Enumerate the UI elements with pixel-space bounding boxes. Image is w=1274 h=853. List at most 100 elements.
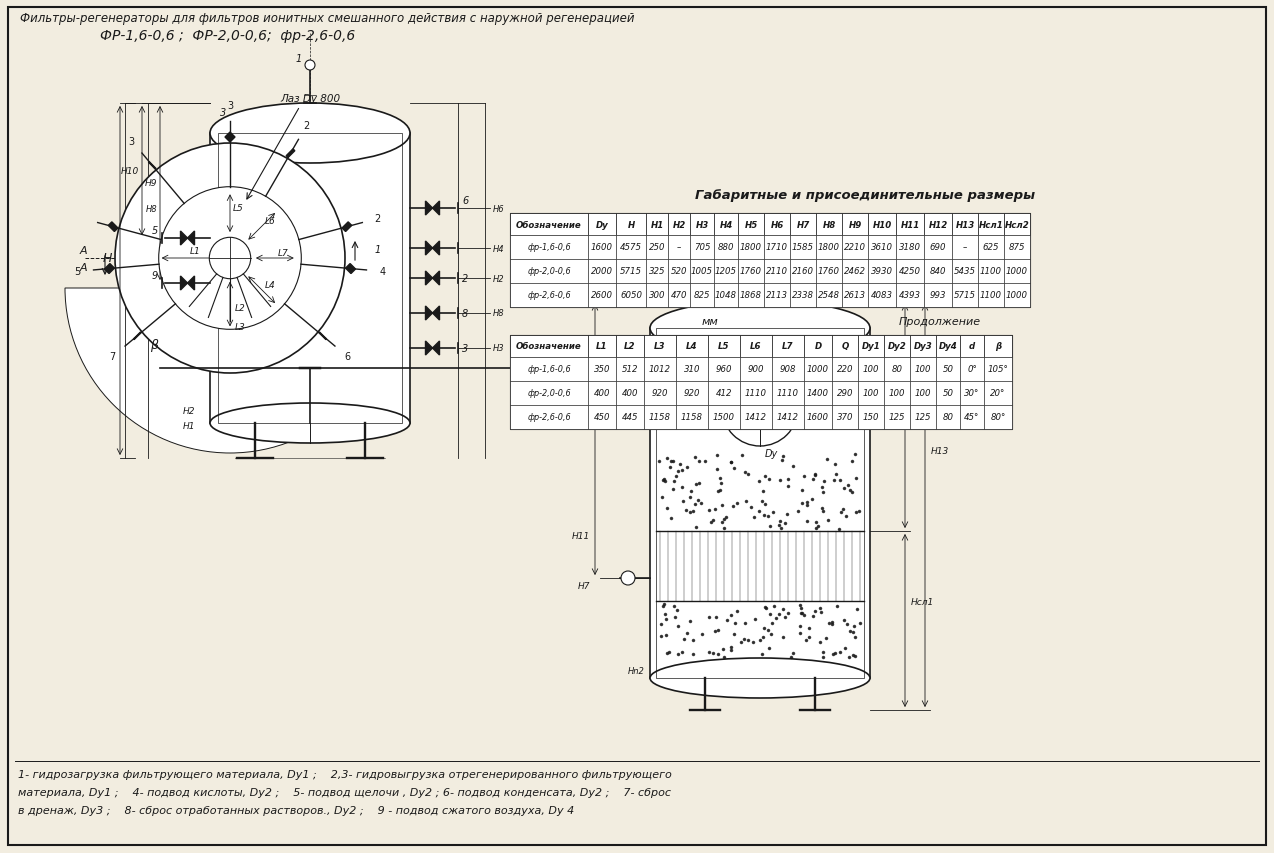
Text: L3: L3 [655, 342, 666, 351]
Bar [764, 214, 790, 235]
Bar [832, 357, 857, 381]
Bar [668, 259, 691, 284]
Text: H12: H12 [572, 403, 590, 412]
Text: 825: 825 [694, 291, 710, 300]
Bar [676, 357, 708, 381]
Bar [978, 259, 1004, 284]
Text: 5: 5 [152, 226, 158, 235]
Bar [510, 214, 589, 235]
Bar [764, 284, 790, 308]
Bar [676, 381, 708, 405]
Bar [708, 335, 740, 357]
Text: 30°: 30° [964, 389, 980, 398]
Bar [790, 259, 817, 284]
Text: 705: 705 [694, 243, 710, 252]
Text: 1158: 1158 [648, 413, 671, 422]
Bar [978, 284, 1004, 308]
Bar [676, 405, 708, 430]
Text: 100: 100 [915, 365, 931, 374]
Text: 100: 100 [862, 389, 879, 398]
Text: 875: 875 [1009, 243, 1026, 252]
Text: 80: 80 [892, 365, 902, 374]
Bar [643, 405, 676, 430]
Bar [910, 357, 936, 381]
Bar [589, 259, 617, 284]
Text: D: D [814, 342, 822, 351]
Text: 1412: 1412 [777, 413, 799, 422]
Text: 4575: 4575 [620, 243, 642, 252]
Text: 5: 5 [74, 267, 80, 277]
Bar [790, 284, 817, 308]
Text: 1100: 1100 [980, 291, 1001, 300]
Text: H: H [103, 252, 112, 265]
Bar [510, 214, 1029, 308]
Text: 1868: 1868 [740, 291, 762, 300]
Bar [804, 335, 832, 357]
Bar [936, 405, 961, 430]
Text: 1000: 1000 [1006, 267, 1028, 276]
Bar [738, 214, 764, 235]
Text: 1100: 1100 [980, 267, 1001, 276]
Text: 2: 2 [462, 274, 469, 284]
Bar [924, 259, 952, 284]
Bar [772, 335, 804, 357]
Text: Продолжение: Продолжение [899, 316, 981, 327]
Text: 2110: 2110 [766, 267, 789, 276]
Text: 960: 960 [716, 365, 733, 374]
Text: 1412: 1412 [745, 413, 767, 422]
Text: Hсл1: Hсл1 [911, 598, 934, 606]
Text: 2: 2 [375, 214, 381, 224]
Text: L4: L4 [265, 281, 275, 289]
Bar [952, 235, 978, 259]
Text: H12: H12 [929, 220, 948, 229]
Bar [804, 381, 832, 405]
Bar [790, 235, 817, 259]
Text: 2160: 2160 [792, 267, 814, 276]
Text: 5435: 5435 [954, 267, 976, 276]
Bar [668, 214, 691, 235]
Text: Hсл2: Hсл2 [911, 409, 934, 419]
Text: 1585: 1585 [792, 243, 814, 252]
Text: H10: H10 [873, 220, 892, 229]
Wedge shape [65, 288, 395, 454]
Text: 5715: 5715 [620, 267, 642, 276]
Text: фр-1,6-0,6: фр-1,6-0,6 [527, 243, 571, 252]
Text: 6050: 6050 [620, 291, 642, 300]
Bar [978, 214, 1004, 235]
Text: 0°: 0° [967, 365, 977, 374]
Text: L5: L5 [233, 204, 243, 213]
Bar [952, 214, 978, 235]
Bar [817, 284, 842, 308]
Polygon shape [318, 333, 326, 340]
Bar [961, 405, 984, 430]
Bar [738, 259, 764, 284]
Bar [936, 335, 961, 357]
Text: L5: L5 [719, 342, 730, 351]
Polygon shape [104, 264, 115, 274]
Text: H: H [627, 220, 634, 229]
Text: H5: H5 [744, 220, 758, 229]
Bar [210, 134, 410, 423]
Bar [668, 235, 691, 259]
Polygon shape [426, 341, 432, 356]
Circle shape [115, 144, 345, 374]
Text: Габаритные и присоединительные размеры: Габаритные и присоединительные размеры [694, 189, 1034, 202]
Bar [218, 134, 403, 423]
Text: 2548: 2548 [818, 291, 840, 300]
Text: 625: 625 [982, 243, 999, 252]
Text: H8: H8 [145, 204, 157, 213]
Bar [589, 357, 617, 381]
Text: 1110: 1110 [777, 389, 799, 398]
Text: H13: H13 [956, 220, 975, 229]
Text: 3: 3 [227, 101, 233, 111]
Bar [961, 381, 984, 405]
Text: 4250: 4250 [899, 267, 921, 276]
Polygon shape [432, 241, 440, 256]
Bar [510, 357, 589, 381]
Polygon shape [432, 306, 440, 321]
Ellipse shape [210, 403, 410, 444]
Text: 5715: 5715 [954, 291, 976, 300]
Text: H13: H13 [931, 446, 949, 456]
Text: 100: 100 [915, 389, 931, 398]
Bar [691, 235, 713, 259]
